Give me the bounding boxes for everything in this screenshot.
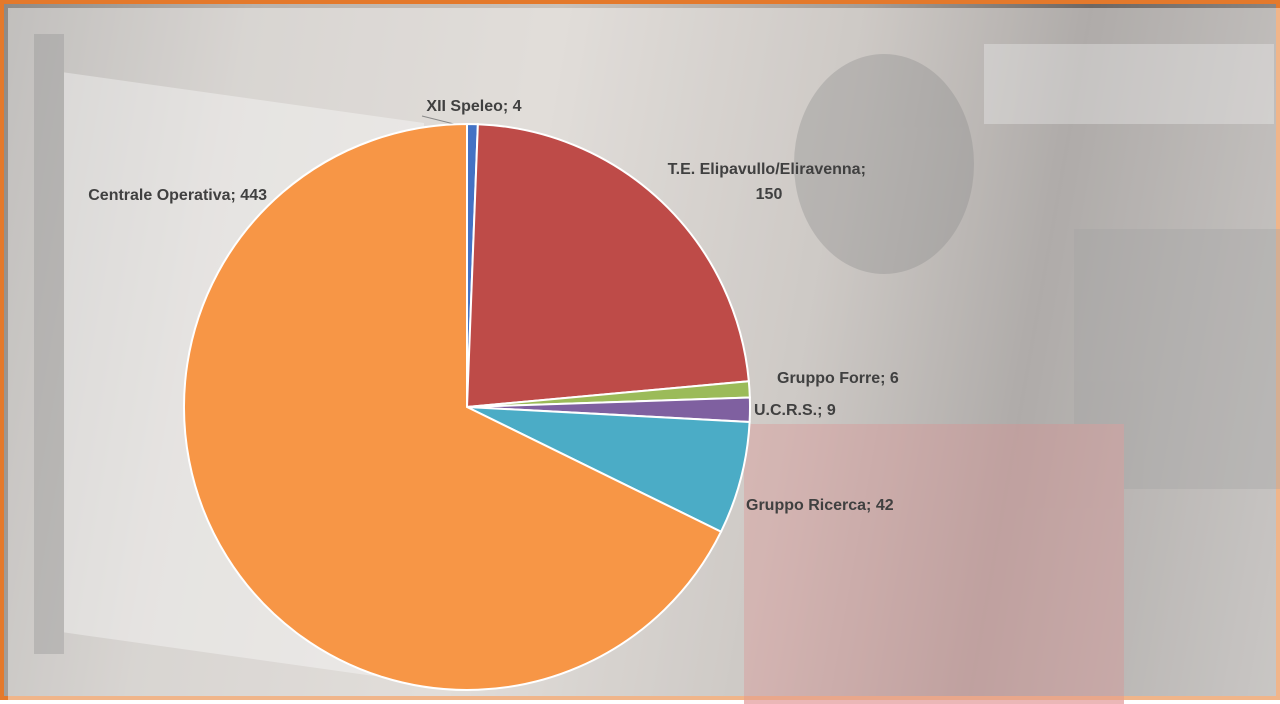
label-category: XII Speleo bbox=[426, 98, 503, 115]
data-label: XII Speleo; 4 bbox=[426, 98, 521, 115]
pie-slice bbox=[183, 122, 723, 691]
label-separator: ; bbox=[503, 98, 513, 115]
pie-slice bbox=[465, 123, 750, 409]
label-value: 4 bbox=[513, 98, 522, 115]
chart: XII Speleo; 4 T.E. Elipavullo/Eliravenna;… bbox=[8, 8, 1280, 704]
label-separator: ; bbox=[880, 370, 890, 387]
label-value: 150 bbox=[756, 186, 783, 203]
label-separator: ; bbox=[817, 402, 827, 419]
label-category: Gruppo Forre bbox=[777, 370, 880, 387]
data-label: T.E. Elipavullo/Eliravenna; 150 bbox=[668, 161, 871, 203]
data-label: U.C.R.S.; 9 bbox=[754, 402, 836, 419]
label-separator: ; bbox=[861, 161, 871, 178]
data-label: Centrale Operativa; 443 bbox=[88, 187, 267, 204]
label-value: 6 bbox=[890, 370, 899, 387]
label-value: 443 bbox=[240, 187, 267, 204]
label-separator: ; bbox=[231, 187, 241, 204]
label-category: Centrale Operativa bbox=[88, 187, 230, 204]
pie-slice bbox=[466, 406, 751, 534]
label-category: T.E. Elipavullo/Eliravenna bbox=[668, 161, 861, 178]
label-value: 42 bbox=[876, 497, 894, 514]
data-label: Gruppo Forre; 6 bbox=[777, 370, 899, 387]
label-value: 9 bbox=[827, 402, 836, 419]
label-category: Gruppo Ricerca bbox=[746, 497, 866, 514]
label-separator: ; bbox=[866, 497, 876, 514]
label-category: U.C.R.S. bbox=[754, 402, 817, 419]
data-label: Gruppo Ricerca; 42 bbox=[746, 497, 894, 514]
